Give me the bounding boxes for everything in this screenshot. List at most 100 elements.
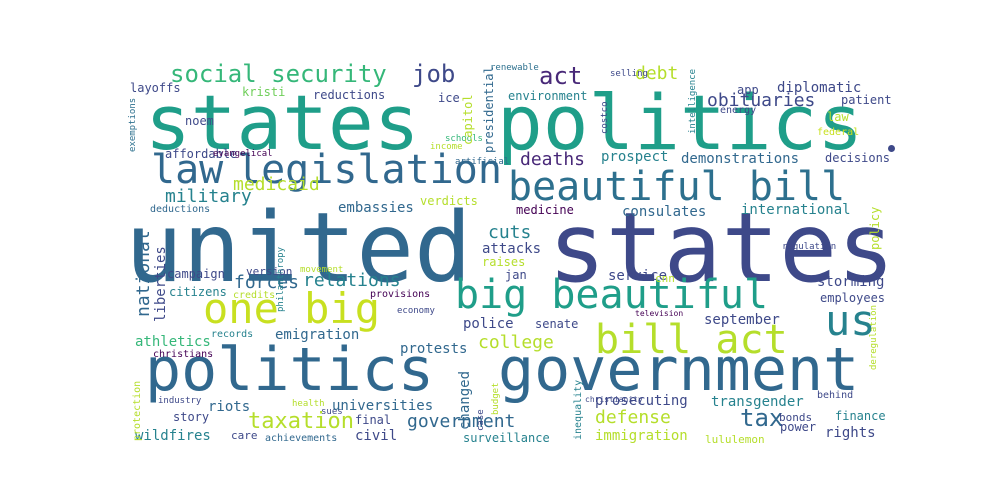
word-military: military [165,186,252,207]
word-app: app [737,83,759,97]
word-changed: changed [457,370,473,430]
word-health: health [292,399,325,409]
word-renewable: renewable [490,63,539,73]
word-beautiful-bill: beautiful bill [508,164,846,210]
word-schools: schools [445,134,483,144]
word-consulates: consulates [622,204,707,220]
word-protests: protests [400,341,468,357]
word-cloud: states politics united states politics govern… [125,60,900,445]
word-movement: movement [300,265,344,275]
word-service: service [608,268,668,284]
word-energy: energy [720,105,757,116]
word-tax: tax [740,404,784,432]
word-social-security: social security [170,60,387,88]
word-liberties: liberties [153,246,169,322]
word-provisions: provisions [370,289,431,300]
word-deaths: deaths [520,149,586,170]
word-jan: jan [505,268,527,282]
word-noem: noem [185,114,214,128]
word-emigration: emigration [275,327,360,343]
word-rights: rights [825,425,876,441]
word-law: law [151,147,224,193]
word-deregulation: deregulation [869,304,879,370]
word-policy: policy [868,206,882,250]
word-politics: politics [497,78,864,167]
word-prospect: prospect [601,149,669,165]
word-income: income [430,142,463,152]
word-costco: costco [600,101,610,134]
word-universities: universities [332,398,434,414]
word-immigration: immigration [595,428,688,444]
word-storming: storming [817,274,885,290]
word-national: national [133,230,154,317]
word-sues: sues [321,407,343,417]
word-job: job [412,60,456,88]
word-campaign: campaign [167,267,225,281]
word-big-beautiful: big beautiful [455,272,769,318]
word-cnn: cnn [655,272,675,285]
word-capitol: capitol [461,94,475,145]
word-lululemon: lululemon [705,433,765,445]
word-selling: selling [610,69,648,79]
word-medicine: medicine [516,203,574,217]
word-care: care [231,429,258,442]
word-credits: credits [233,290,276,301]
word-protection: protection [132,380,143,441]
word-power: power [780,420,817,434]
word-layoffs: layoffs [130,81,181,95]
word-intelligence: intelligence [688,68,698,134]
word-industry: industry [158,396,202,406]
word-regulation: regulation [782,242,837,252]
word-transgender: transgender [711,394,804,410]
word-records: records [211,329,254,340]
word-employees: employees [820,291,886,305]
word-diplomatic: diplomatic [777,80,862,96]
word-christians: christians [153,349,214,360]
word-bill-act: bill act [595,317,788,363]
word-behind: behind [817,390,854,401]
word-economy: economy [397,306,435,316]
word-ice: ice [438,91,460,105]
word-law: law [827,110,849,124]
word-prosecuting: prosecuting [595,393,688,409]
word-exemptions: exemptions [128,97,138,152]
word-final: final [355,413,392,427]
decorative-dot [888,145,895,152]
word-surveillance: surveillance [463,431,550,445]
word-college: college [478,332,554,353]
word-christianity: christianity [585,395,643,404]
word-kristi: kristi [242,85,286,99]
word-citizens: citizens [169,285,227,299]
word-verdicts: verdicts [420,194,478,208]
word-affordable: affordable [165,147,238,161]
word-debt: debt [635,63,679,84]
word-riots: riots [208,399,251,415]
word-police: police [463,316,514,332]
word-us: us [825,296,876,345]
word-defense: defense [595,407,671,428]
word-wildfires: wildfires [135,428,211,444]
word-presidential: presidential [482,66,496,153]
word-inequality: inequality [573,379,584,440]
word-united: united [125,192,472,304]
word-states: states [548,192,895,304]
word-forces: forces [234,272,300,293]
word-budget: budget [491,382,501,415]
word-story: story [173,410,210,424]
word-one-big: one big [203,284,381,333]
word-attacks: attacks [482,241,542,257]
word-reductions: reductions [313,88,386,102]
word-cuts: cuts [488,222,532,243]
word-artificial: artificial [455,157,510,167]
word-evangelical: evangelical [213,149,273,159]
word-achievements: achievements [265,433,338,444]
word-politics: politics [145,335,434,405]
word-act: act [539,62,583,90]
word-international: international [741,202,851,218]
word-medicaid: medicaid [233,174,320,195]
word-demonstrations: demonstrations [681,151,800,167]
word-bonds: bonds [779,411,813,424]
word-finance: finance [835,409,886,423]
word-relations: relations [303,270,401,291]
